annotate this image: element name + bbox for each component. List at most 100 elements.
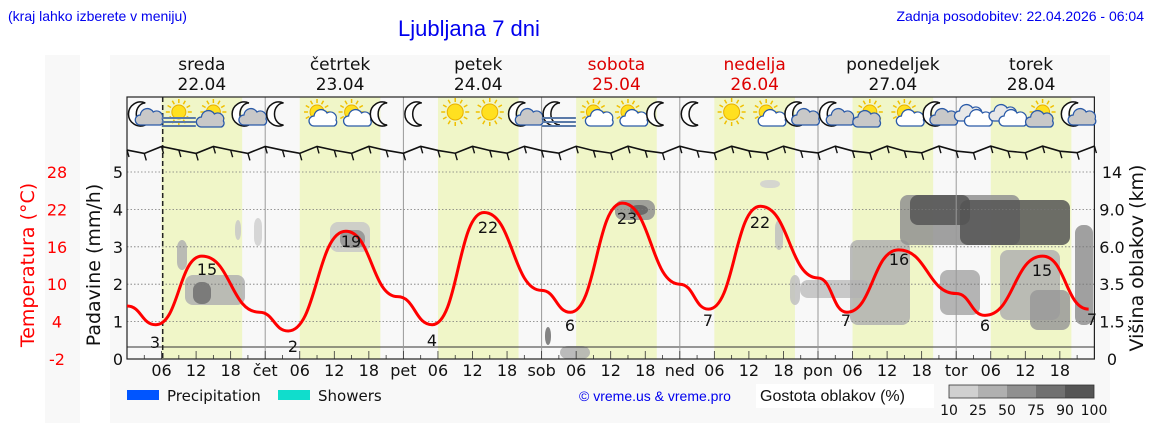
hour-tick: 06	[981, 361, 1001, 380]
moon-cloud-icon	[784, 101, 821, 127]
max-temp-label: 22	[750, 213, 770, 232]
max-temp-label: 15	[197, 260, 217, 279]
day-name: petek	[454, 55, 502, 75]
page-title: Ljubljana 7 dni	[398, 16, 540, 41]
cloud-density-label: Gostota oblakov (%)	[760, 388, 905, 405]
cloud-height-tick: 6.0	[1099, 238, 1124, 257]
hour-tick: 18	[220, 361, 240, 380]
day-date: 24.04	[454, 75, 503, 95]
temp-axis-label: Temperatura (°C)	[17, 183, 39, 348]
temp-tick: -2	[49, 350, 65, 369]
sun-fog-icon	[161, 99, 196, 127]
sun-icon	[475, 98, 504, 126]
precip-tick: 1	[113, 313, 123, 332]
clouds-icon	[953, 103, 993, 127]
clouds-icon	[988, 103, 1028, 127]
moon-icon	[369, 101, 388, 127]
min-temp-label: 7	[1087, 310, 1097, 329]
day-name: sobota	[588, 55, 646, 75]
cloud-density-swatch	[1065, 385, 1094, 398]
precip-tick: 4	[113, 200, 123, 219]
max-temp-label: 23	[617, 209, 637, 228]
precip-tick: 3	[113, 238, 123, 257]
precipitation-legend-label: Precipitation	[167, 387, 261, 405]
moon-icon	[266, 101, 284, 127]
max-temp-label: 19	[341, 232, 361, 251]
cloud-density-tick: 25	[969, 403, 987, 419]
cloud-height-tick: 0	[1107, 350, 1117, 369]
day-date: 22.04	[178, 75, 227, 95]
min-temp-label: 2	[288, 337, 298, 356]
showers-legend-label: Showers	[318, 387, 382, 405]
hour-tick: 06	[704, 361, 724, 380]
day-short-tick: ned	[665, 361, 695, 380]
day-name: četrtek	[310, 55, 371, 75]
day-short-tick: pon	[803, 361, 833, 380]
day-date: 27.04	[869, 75, 918, 95]
hour-tick: 06	[566, 361, 586, 380]
hour-tick: 12	[877, 361, 897, 380]
day-name: sreda	[178, 55, 225, 75]
cloud-height-tick: 9.0	[1099, 200, 1124, 219]
cloud-density-swatch	[978, 385, 1007, 398]
cloud-density-swatch	[1036, 385, 1065, 398]
moon-icon	[680, 101, 699, 127]
sun-small-cloud-icon	[753, 99, 787, 127]
cloud-density-swatch	[1007, 385, 1036, 398]
day-date: 23.04	[316, 75, 365, 95]
min-temp-label: 7	[841, 311, 851, 330]
min-temp-label: 6	[565, 316, 575, 335]
temp-tick: 28	[47, 163, 67, 182]
moon-cloud-icon	[231, 101, 268, 127]
temperature-line	[126, 201, 1089, 333]
hour-tick: 12	[324, 361, 344, 380]
hour-tick: 18	[1050, 361, 1070, 380]
moon-cloud-icon	[922, 101, 959, 127]
cloud-density-tick: 100	[1081, 403, 1108, 419]
hour-tick: 06	[151, 361, 171, 380]
day-short-tick: pet	[390, 361, 416, 380]
location-menu-hint: (kraj lahko izberete v meniju)	[8, 8, 187, 24]
day-short-tick: sob	[527, 361, 555, 380]
sun-small-cloud-icon	[891, 99, 925, 127]
hour-tick: 18	[359, 361, 379, 380]
hour-tick: 06	[290, 361, 310, 380]
day-name: ponedeljek	[846, 55, 940, 75]
showers-swatch	[278, 390, 310, 400]
day-name: torek	[1009, 55, 1053, 75]
temp-tick: 22	[47, 200, 67, 219]
min-temp-label: 7	[703, 311, 713, 330]
sun-cloud-icon	[195, 99, 227, 128]
day-date: 28.04	[1007, 75, 1056, 95]
precip-tick: 2	[113, 275, 123, 294]
cloud-height-tick: 14	[1102, 163, 1122, 182]
weather-icons-row	[127, 98, 1097, 128]
cloud-density-tick: 10	[940, 403, 958, 419]
sun-small-cloud-icon	[304, 99, 338, 127]
hour-tick: 18	[635, 361, 655, 380]
min-temp-label: 3	[150, 333, 160, 352]
hour-tick: 12	[739, 361, 759, 380]
temp-tick: 10	[47, 275, 67, 294]
sun-small-cloud-icon	[338, 99, 372, 127]
moon-cloud-icon	[507, 101, 544, 127]
precip-tick: 5	[113, 163, 123, 182]
day-short-tick: tor	[945, 361, 968, 380]
max-temp-label: 16	[889, 250, 909, 269]
max-temp-label: 22	[478, 218, 498, 237]
moon-cloud-icon	[818, 101, 855, 127]
cloud-height-axis-label: Višina oblakov (km)	[1126, 165, 1148, 352]
min-temp-label: 6	[980, 316, 990, 335]
hour-tick: 12	[1015, 361, 1035, 380]
copyright-link[interactable]: © vreme.us & vreme.pro	[579, 388, 731, 404]
hour-tick: 18	[773, 361, 793, 380]
moon-icon	[404, 101, 422, 127]
cloud-height-tick: 1.5	[1099, 313, 1124, 332]
moon-icon	[646, 101, 664, 127]
moon-cloud-icon	[1060, 101, 1097, 127]
precip-tick: 0	[113, 350, 123, 369]
cloud-density-tick: 90	[1056, 403, 1074, 419]
temp-tick: 16	[47, 238, 67, 257]
hour-tick: 12	[462, 361, 482, 380]
